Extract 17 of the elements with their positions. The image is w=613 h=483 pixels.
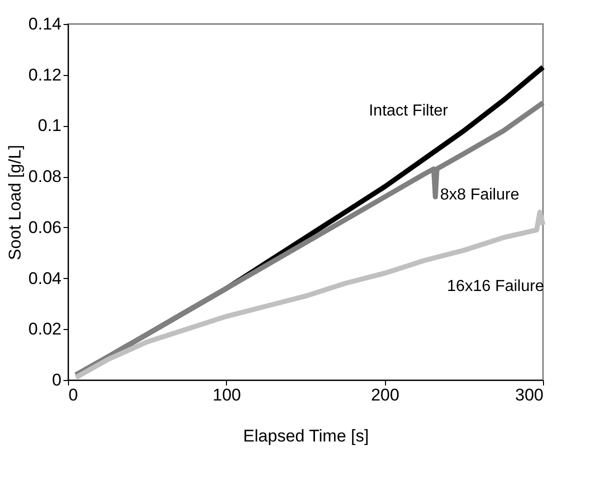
x-axis-title: Elapsed Time [s] <box>243 426 369 446</box>
y-tick-label: 0.04 <box>28 268 62 288</box>
y-tick-label: 0.1 <box>38 116 62 136</box>
y-tick-label: 0.14 <box>28 14 62 34</box>
y-tick-label: 0.02 <box>28 320 62 339</box>
y-tick-label: 0.08 <box>28 167 62 186</box>
x-tick-label: 200 <box>370 386 400 404</box>
series-label: Intact Filter <box>368 102 449 120</box>
x-tick-label: 100 <box>212 386 242 404</box>
y-axis-title: Soot Load [g/L] <box>5 144 24 260</box>
y-tick-label: 0 <box>52 370 62 390</box>
y-tick-label: 0.06 <box>28 218 62 237</box>
x-tick-label: 300 <box>515 386 544 404</box>
y-tick-label: 0.12 <box>28 65 62 84</box>
x-tick-label: 0 <box>68 386 78 404</box>
series-label: 16x16 Failure <box>447 278 544 295</box>
series-label: 8x8 Failure <box>440 186 520 204</box>
